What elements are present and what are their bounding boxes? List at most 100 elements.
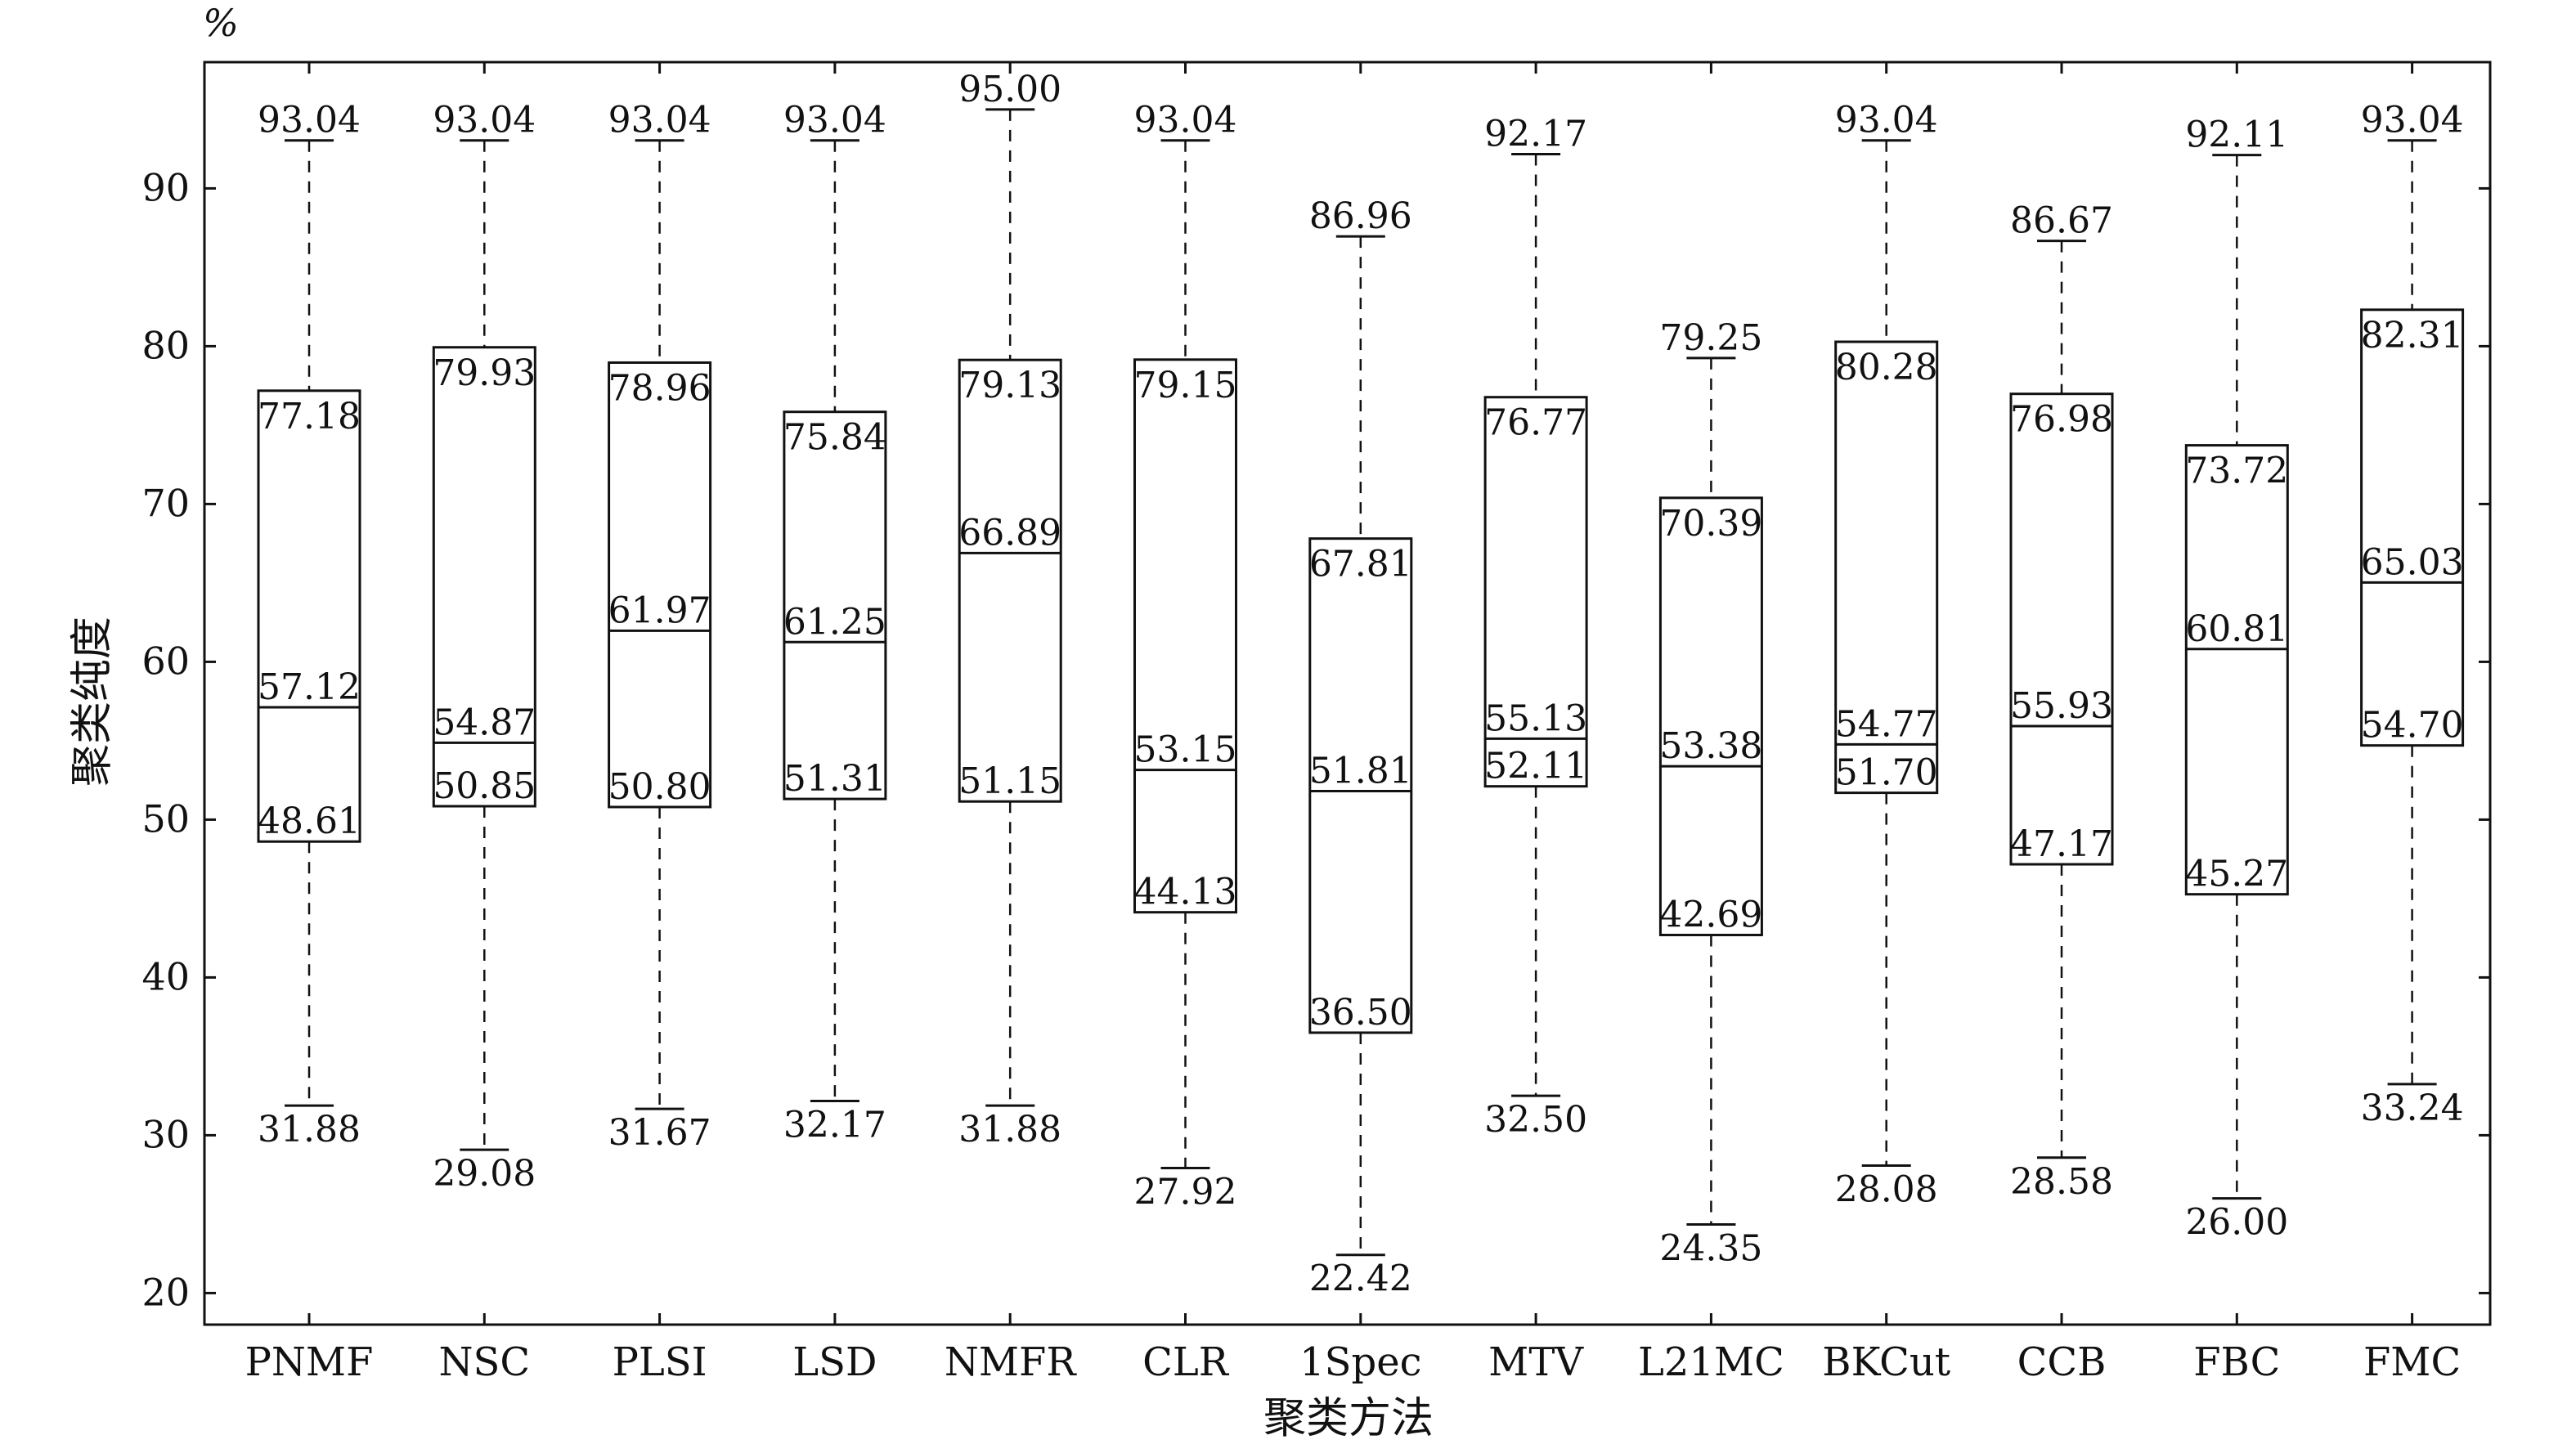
y-tick-label: 80 xyxy=(141,323,190,367)
max-label: 93.04 xyxy=(783,100,886,141)
min-label: 33.24 xyxy=(2361,1088,2464,1129)
q3-label: 70.39 xyxy=(1659,503,1762,545)
q1-label: 36.50 xyxy=(1309,992,1412,1034)
box-iqr xyxy=(2184,444,2289,896)
min-label: 31.67 xyxy=(608,1112,711,1154)
min-label: 31.88 xyxy=(258,1109,361,1150)
box-iqr xyxy=(1133,358,1237,914)
q1-label: 47.17 xyxy=(2010,823,2113,865)
y-tick-label: 20 xyxy=(141,1270,190,1314)
min-label: 26.00 xyxy=(2185,1202,2288,1244)
median-label: 53.15 xyxy=(1134,729,1237,771)
box-iqr xyxy=(783,410,887,800)
min-label: 31.88 xyxy=(958,1109,1061,1150)
q1-label: 50.80 xyxy=(608,766,711,808)
median-label: 60.81 xyxy=(2185,608,2288,650)
median-label: 54.77 xyxy=(1835,703,1938,745)
x-tick-label: MTV xyxy=(1488,1339,1584,1385)
q3-label: 76.98 xyxy=(2010,399,2113,441)
max-label: 93.04 xyxy=(258,100,361,141)
q3-label: 67.81 xyxy=(1309,544,1412,585)
min-label: 22.42 xyxy=(1309,1258,1412,1300)
x-tick-label: FBC xyxy=(2193,1339,2280,1385)
y-tick-label: 90 xyxy=(141,165,190,209)
max-label: 93.04 xyxy=(608,100,711,141)
max-label: 86.96 xyxy=(1309,195,1412,237)
y-tick-label: 50 xyxy=(141,796,190,841)
max-label: 92.17 xyxy=(1484,114,1587,155)
q1-label: 51.70 xyxy=(1835,752,1938,794)
median-label: 51.81 xyxy=(1309,750,1412,792)
x-tick-label: L21MC xyxy=(1638,1339,1784,1385)
q1-label: 48.61 xyxy=(258,800,361,842)
q3-label: 75.84 xyxy=(783,417,886,459)
box-iqr xyxy=(958,358,1062,803)
y-unit-label: % xyxy=(203,1,239,45)
q1-label: 45.27 xyxy=(2185,854,2288,895)
min-label: 28.58 xyxy=(2010,1161,2113,1203)
x-tick-label: PNMF xyxy=(245,1339,374,1385)
box-iqr xyxy=(432,346,536,808)
x-tick-label: FMC xyxy=(2363,1339,2461,1385)
q1-label: 52.11 xyxy=(1484,746,1587,787)
x-tick-label: CCB xyxy=(2017,1339,2107,1385)
box-iqr xyxy=(1834,340,1939,795)
median-label: 65.03 xyxy=(2361,541,2464,583)
median-label: 61.25 xyxy=(783,601,886,643)
q1-label: 50.85 xyxy=(433,765,536,807)
q3-label: 77.18 xyxy=(258,396,361,437)
box-iqr xyxy=(1308,537,1413,1034)
q1-label: 51.15 xyxy=(958,760,1061,802)
q3-label: 73.72 xyxy=(2185,451,2288,492)
x-tick-label: 1Spec xyxy=(1299,1339,1421,1385)
y-tick-label: 30 xyxy=(141,1112,190,1156)
box-iqr xyxy=(1483,396,1588,788)
max-label: 93.04 xyxy=(2361,100,2464,141)
box-iqr xyxy=(2360,308,2465,747)
x-tick-label: NSC xyxy=(438,1339,530,1385)
x-tick-label: LSD xyxy=(792,1339,877,1385)
q1-label: 51.31 xyxy=(783,758,886,800)
x-axis-label: 聚类方法 xyxy=(1263,1394,1434,1443)
q3-label: 78.96 xyxy=(608,367,711,409)
x-tick-label: PLSI xyxy=(613,1339,707,1385)
plot-area: 20 30 40 50 60 70 80 90 PNMF NSC PLSI LSD NMFR CLR 1Sp… xyxy=(141,61,2492,1385)
y-tick-label: 60 xyxy=(141,639,190,683)
box-iqr xyxy=(1658,496,1763,936)
min-label: 32.17 xyxy=(783,1105,886,1146)
median-label: 54.87 xyxy=(433,702,536,743)
box-iqr xyxy=(2009,392,2114,866)
x-tick-label: NMFR xyxy=(945,1339,1077,1385)
y-tick-label: 70 xyxy=(141,481,190,525)
max-label: 92.11 xyxy=(2185,114,2288,156)
q3-label: 79.15 xyxy=(1134,365,1237,406)
max-label: 93.04 xyxy=(433,100,536,141)
q3-label: 82.31 xyxy=(2361,315,2464,357)
median-label: 55.93 xyxy=(2010,685,2113,727)
min-label: 27.92 xyxy=(1134,1172,1237,1213)
q3-label: 79.93 xyxy=(433,352,536,394)
min-label: 28.08 xyxy=(1835,1168,1938,1210)
max-label: 86.67 xyxy=(2010,200,2113,242)
q1-label: 42.69 xyxy=(1659,894,1762,935)
q3-label: 80.28 xyxy=(1835,347,1938,388)
y-tick-label: 40 xyxy=(141,954,190,998)
q1-label: 44.13 xyxy=(1134,872,1237,913)
min-label: 32.50 xyxy=(1484,1099,1587,1141)
y-axis-label: 聚类纯度 xyxy=(68,617,117,787)
q3-label: 76.77 xyxy=(1484,402,1587,444)
median-label: 61.97 xyxy=(608,590,711,631)
max-label: 93.04 xyxy=(1134,100,1237,141)
plot-frame xyxy=(203,61,2492,1326)
x-tick-label: CLR xyxy=(1142,1339,1230,1385)
q3-label: 79.13 xyxy=(958,365,1061,406)
x-tick-label: BKCut xyxy=(1822,1339,1950,1385)
median-label: 55.13 xyxy=(1484,697,1587,739)
max-label: 95.00 xyxy=(958,69,1061,110)
median-label: 57.12 xyxy=(258,666,361,708)
min-label: 29.08 xyxy=(433,1153,536,1195)
max-label: 79.25 xyxy=(1659,317,1762,359)
box-iqr xyxy=(608,361,712,809)
